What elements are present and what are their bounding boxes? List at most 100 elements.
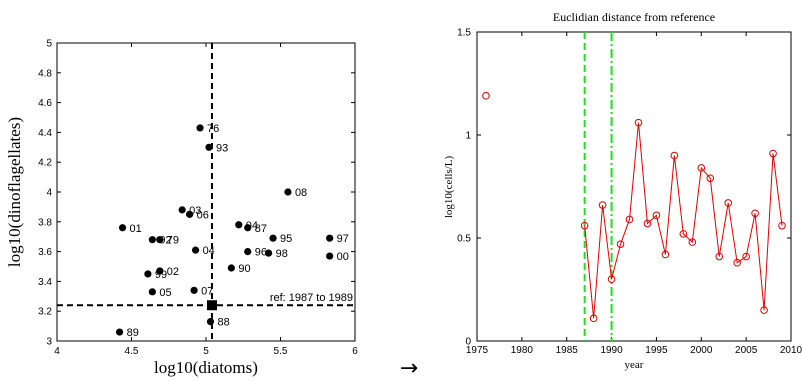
series-point	[688, 238, 697, 246]
x-tick-label: 4	[54, 346, 60, 357]
point-label: 08	[295, 187, 307, 199]
y-tick-label: 3.2	[38, 307, 52, 318]
x-tick-label: 1980	[511, 345, 534, 356]
series-point	[760, 306, 768, 314]
point-label: 00	[337, 251, 349, 263]
arrow-symbol: →	[400, 356, 418, 381]
point-label: 02	[167, 266, 179, 278]
line-plot-frame	[476, 31, 792, 342]
series-point	[580, 221, 589, 230]
scatter-point	[191, 246, 200, 254]
scatter-point	[118, 224, 127, 232]
series-point	[697, 164, 706, 172]
scatter-point	[148, 288, 156, 296]
line-series	[482, 92, 786, 323]
reference-marker	[206, 300, 217, 311]
series-point	[634, 118, 643, 127]
x-tick-label: 1985	[556, 345, 579, 356]
series-point	[724, 199, 733, 207]
series-point	[616, 240, 625, 248]
point-label: 79	[167, 235, 179, 247]
point-label: 90	[238, 263, 250, 275]
line-chart-title: Euclidian distance from reference	[553, 10, 715, 24]
scatter-point	[178, 206, 186, 214]
y-tick-label: 3.6	[38, 247, 52, 258]
scatter-point	[148, 236, 156, 244]
scatter-point	[205, 143, 213, 151]
x-tick-label: 6	[352, 346, 358, 357]
scatter-point	[144, 270, 152, 278]
scatter-point	[190, 286, 198, 294]
series-line	[584, 122, 783, 319]
x-tick-label: 2010	[780, 345, 802, 356]
point-label: 01	[130, 223, 142, 235]
series-point	[607, 275, 616, 284]
scatter-point	[235, 221, 243, 229]
line-x-axis-label: year	[625, 359, 644, 371]
scatter-reference: ref: 1987 to 1989	[57, 43, 355, 341]
series-point	[598, 201, 607, 209]
scatter-plot-frame	[56, 42, 356, 342]
scatter-point	[326, 234, 334, 242]
line-reference-lines	[583, 32, 613, 341]
reference-label: ref: 1987 to 1989	[270, 292, 353, 304]
point-label: 99	[155, 269, 167, 281]
y-tick-label: 4.8	[38, 68, 52, 79]
series-point	[769, 149, 777, 158]
scatter-x-axis-label: log10(diatoms)	[154, 358, 258, 377]
point-label: 88	[217, 317, 229, 329]
series-point	[733, 258, 741, 267]
y-tick-label: 4.6	[38, 98, 52, 109]
series-point	[706, 174, 715, 183]
series-point	[679, 230, 688, 238]
x-tick-label: 2000	[690, 345, 713, 356]
scatter-tick-labels: 4 4.5 5 5.5 6 3 3.2 3.4 3.6 3.8 4 4.2 4.4 4.6 4.8 5	[38, 39, 358, 358]
scatter-chart: 4 4.5 5 5.5 6 3 3.2 3.4 3.6 3.8 4 4.2 4.4 4.6 4.8 5 ref…	[5, 39, 358, 378]
x-tick-label: 1975	[466, 345, 489, 356]
y-tick-label: 5	[46, 39, 52, 50]
line-chart: Euclidian distance from reference 1975 19…	[443, 10, 802, 371]
line-ticks	[476, 31, 792, 342]
point-label: 87	[255, 223, 267, 235]
series-point	[778, 221, 786, 230]
series-point	[625, 215, 634, 224]
y-tick-label: 1.5	[457, 28, 471, 39]
x-tick-label: 4.5	[125, 346, 139, 357]
y-tick-label: 3.8	[38, 217, 52, 228]
x-tick-label: 1990	[600, 345, 623, 356]
y-tick-label: 3	[46, 337, 52, 348]
series-point	[751, 209, 759, 218]
x-tick-label: 5.5	[274, 346, 288, 357]
point-label: 06	[197, 209, 209, 221]
series-point	[652, 211, 661, 220]
point-label: 76	[207, 123, 219, 135]
x-tick-label: 5	[203, 346, 209, 357]
point-label: 98	[276, 248, 288, 260]
y-tick-label: 4	[46, 188, 52, 199]
series-point	[482, 92, 490, 100]
scatter-y-axis-label: log10(dinoflagellates)	[5, 117, 24, 267]
scatter-point	[196, 124, 204, 132]
series-point	[661, 250, 670, 259]
point-label: 89	[127, 327, 139, 339]
scatter-point	[264, 249, 273, 257]
point-label: 93	[216, 142, 228, 154]
point-label: 04	[203, 245, 215, 257]
series-point	[715, 252, 724, 261]
scatter-point	[326, 252, 334, 260]
y-tick-label: 4.4	[38, 128, 52, 139]
x-tick-label: 1995	[645, 345, 668, 356]
scatter-point	[115, 328, 124, 336]
y-tick-label: 0.5	[457, 234, 471, 245]
point-label: 07	[201, 285, 213, 297]
y-tick-label: 3.4	[38, 277, 52, 288]
scatter-point	[269, 234, 277, 242]
series-point	[589, 314, 598, 323]
y-tick-label: 1	[465, 131, 471, 142]
scatter-ticks	[56, 42, 356, 342]
scatter-point	[284, 188, 292, 196]
line-y-axis-label: log10(cells/L)	[443, 156, 455, 219]
point-label: 97	[337, 233, 349, 245]
